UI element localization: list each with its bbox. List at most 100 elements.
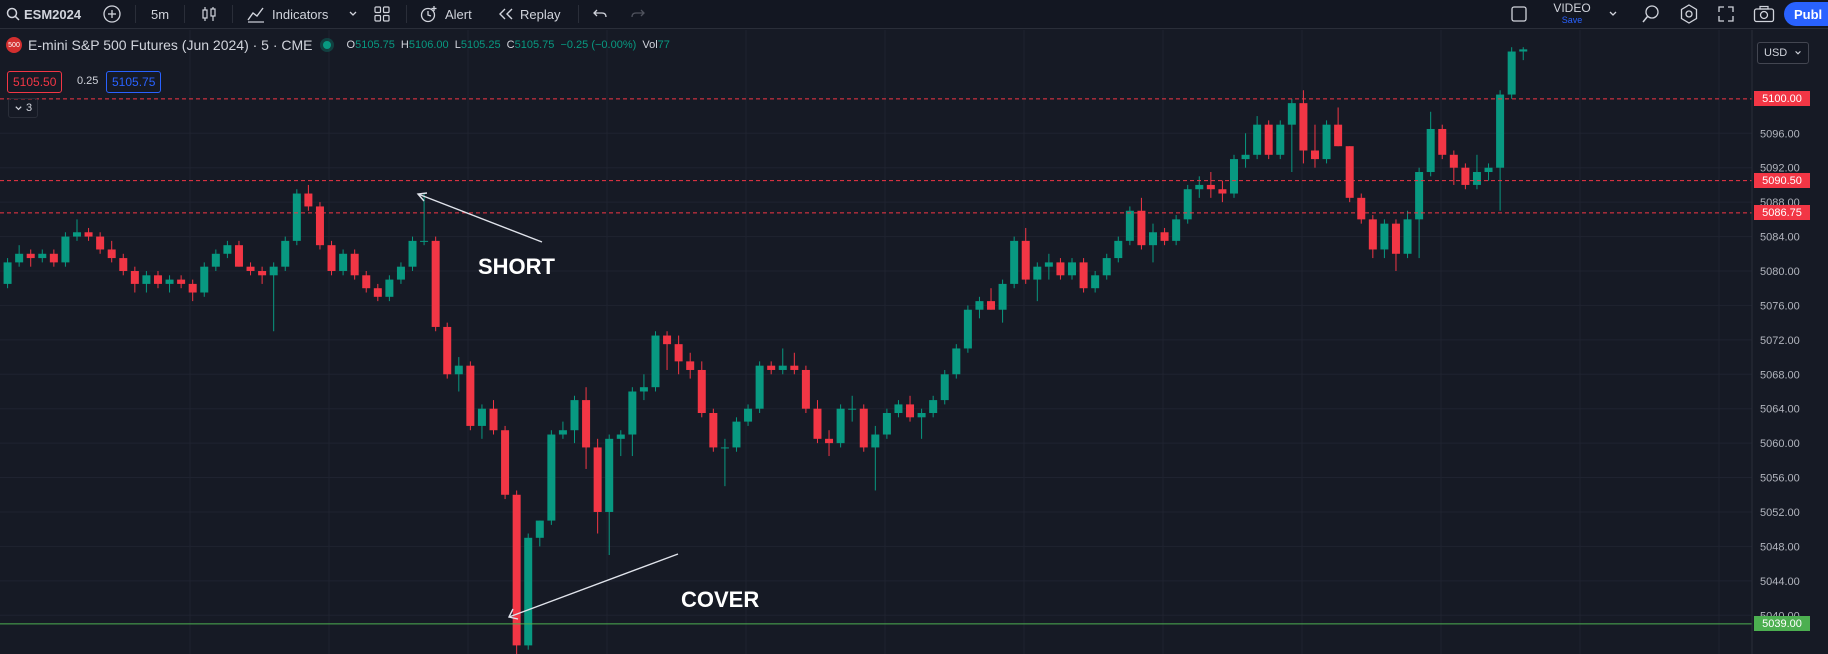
candle-body — [1507, 51, 1516, 95]
indicators-menu-button[interactable] — [348, 0, 358, 28]
candle-body — [26, 253, 35, 259]
alarm-clock-icon — [420, 6, 437, 23]
snapshot-button[interactable] — [1753, 0, 1775, 28]
top-toolbar: ESM2024 5m Indicators Alert Replay VIDEO — [0, 0, 1828, 29]
replay-button[interactable]: Replay — [498, 0, 560, 28]
indicators-icon — [247, 7, 264, 23]
y-tick-label: 5080.00 — [1760, 266, 1800, 278]
settings-button[interactable] — [1679, 0, 1699, 28]
candle-body — [1021, 240, 1030, 280]
alert-button[interactable]: Alert — [419, 0, 472, 28]
candle-body — [940, 374, 949, 401]
undo-button[interactable] — [592, 0, 608, 28]
fullscreen-icon — [1718, 6, 1734, 22]
candle-body — [1033, 266, 1042, 280]
video-menu-button[interactable] — [1608, 0, 1618, 28]
candle-body — [1195, 184, 1204, 190]
indicators-collapse-button[interactable]: 3 — [8, 98, 38, 118]
chevron-down-icon — [1795, 51, 1801, 55]
video-button[interactable]: VIDEO Save — [1550, 1, 1594, 27]
candle-body — [1253, 124, 1262, 155]
candle-body — [975, 301, 984, 310]
candle-body — [1068, 262, 1077, 276]
candle-body — [200, 266, 209, 293]
candle-body — [755, 365, 764, 409]
candle-body — [1276, 124, 1285, 155]
candle-body — [350, 253, 359, 276]
camera-icon — [1753, 5, 1775, 23]
candle-body — [778, 365, 787, 370]
candle-body — [1380, 223, 1389, 250]
symbol-legend[interactable]: 500 E-mini S&P 500 Futures (Jun 2024) · … — [6, 37, 670, 53]
y-tick-label: 5084.00 — [1760, 232, 1800, 244]
candle-body — [1125, 210, 1134, 241]
price-line-label[interactable]: 5100.00 — [1754, 91, 1810, 107]
video-sub-label: Save — [1561, 15, 1583, 25]
candle-body — [1183, 189, 1192, 220]
price-line-label[interactable]: 5090.50 — [1754, 173, 1810, 189]
candle-body — [38, 253, 47, 259]
candle-body — [1056, 262, 1065, 276]
candle-body — [663, 335, 672, 345]
candle-body — [1496, 94, 1505, 168]
price-line-label[interactable]: 5086.75 — [1754, 205, 1810, 221]
candle-body — [651, 335, 660, 388]
candle-body — [84, 232, 93, 237]
interval-button[interactable]: 5m — [151, 0, 169, 28]
candle-body — [709, 413, 718, 448]
y-tick-label: 5068.00 — [1760, 369, 1800, 381]
candle-body — [813, 408, 822, 439]
chart-type-button[interactable] — [200, 0, 218, 28]
buy-price: 5105.75 — [112, 75, 156, 89]
layouts-button[interactable] — [374, 0, 390, 28]
fullscreen-layout-button[interactable] — [1510, 0, 1528, 28]
y-tick-label: 5052.00 — [1760, 507, 1800, 519]
candle-body — [396, 266, 405, 280]
price-line-label[interactable]: 5039.00 — [1754, 616, 1810, 632]
indicators-button[interactable]: Indicators — [246, 0, 328, 28]
candle-body — [929, 400, 938, 414]
currency-selector[interactable]: USD — [1757, 42, 1809, 64]
candle-body — [258, 270, 267, 276]
magnifier-icon — [1642, 5, 1659, 23]
sell-button[interactable]: 5105.50 — [7, 71, 63, 93]
buy-button[interactable]: 5105.75 — [106, 71, 162, 93]
redo-button[interactable] — [630, 0, 646, 28]
candle-body — [952, 348, 961, 375]
toolbar-divider — [232, 5, 233, 23]
cover-arrow-head — [507, 608, 519, 620]
y-tick-label: 5064.00 — [1760, 404, 1800, 416]
close-value: 5105.75 — [514, 39, 555, 51]
symbol-label: ESM2024 — [24, 6, 82, 22]
candle-body — [524, 537, 533, 646]
candle-body — [848, 408, 857, 410]
candle-body — [963, 309, 972, 349]
candle-body — [1010, 240, 1019, 284]
price-axis[interactable] — [1752, 30, 1828, 654]
candle-body — [188, 283, 197, 293]
square-icon — [1511, 6, 1527, 22]
chart-grid — [0, 30, 1752, 654]
y-tick-label: 5076.00 — [1760, 300, 1800, 312]
indicators-label: Indicators — [272, 6, 329, 22]
candle-body — [362, 275, 371, 289]
candle-body — [767, 365, 776, 370]
compare-button[interactable] — [102, 0, 122, 28]
candle-body — [1229, 159, 1238, 194]
sell-price: 5105.50 — [13, 75, 57, 89]
candle-body — [466, 365, 475, 426]
grid-layout-icon — [374, 6, 390, 22]
open-label: O — [346, 39, 356, 51]
toolbar-divider — [578, 5, 579, 23]
fullscreen-button[interactable] — [1717, 0, 1735, 28]
quick-search-button[interactable] — [1641, 0, 1661, 28]
symbol-search[interactable]: ESM2024 — [6, 0, 81, 28]
candle-body — [385, 279, 394, 297]
publish-button[interactable]: Publ — [1784, 2, 1828, 26]
candlestick-icon — [202, 7, 216, 21]
candle-body — [489, 408, 498, 431]
candle-body — [501, 430, 510, 495]
candle-body — [477, 408, 486, 426]
candle-body — [744, 408, 753, 422]
